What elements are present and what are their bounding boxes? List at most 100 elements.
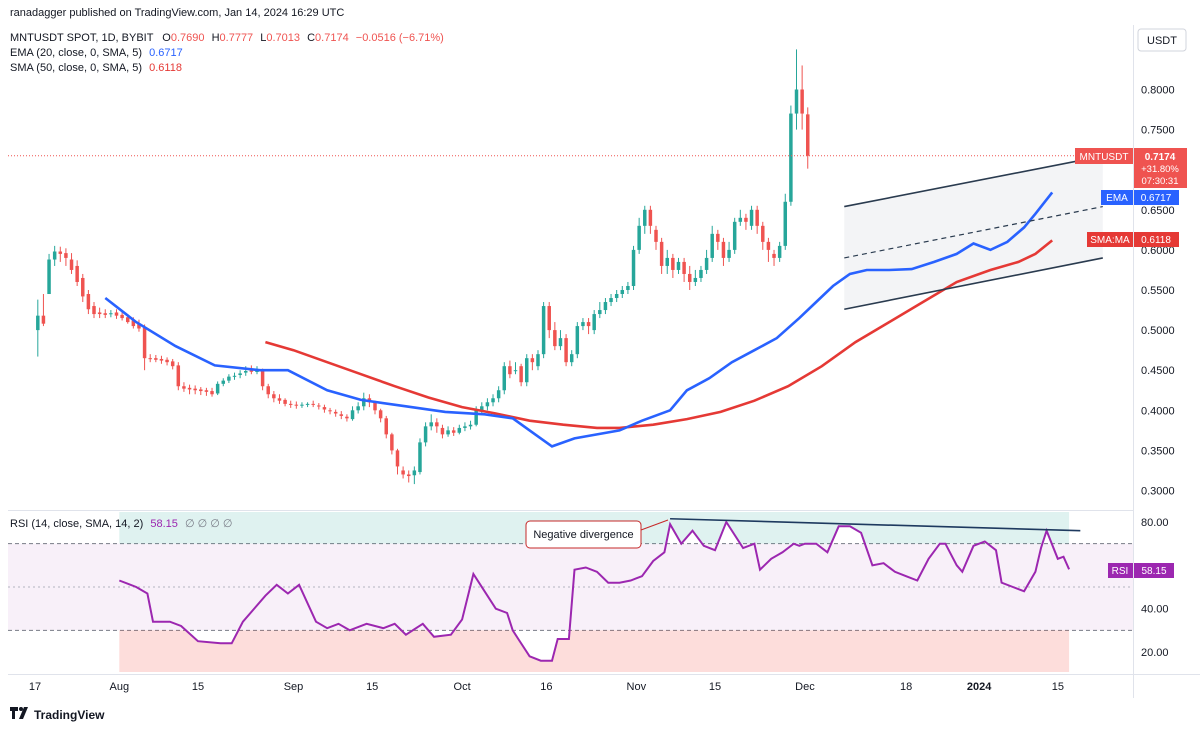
candle-body xyxy=(322,407,327,410)
candle-body xyxy=(159,358,164,361)
candle-body xyxy=(659,241,664,266)
candle-body xyxy=(288,403,293,405)
tradingview-brand[interactable]: TradingView xyxy=(10,707,104,722)
sma-legend-label: SMA (50, close, 0, SMA, 5) xyxy=(10,62,143,74)
time-tick-label: Aug xyxy=(110,681,130,693)
rsi-oversold-fill xyxy=(119,630,1070,672)
ohlc-close: C0.7174 xyxy=(307,32,349,44)
price-tick-label: 0.3000 xyxy=(1141,486,1175,498)
negative-divergence-callout[interactable]: Negative divergence xyxy=(525,519,669,549)
price-tick-label: 0.7500 xyxy=(1141,125,1175,137)
price-tick-label: 0.3500 xyxy=(1141,445,1175,457)
candle-body xyxy=(440,427,445,435)
candle-body xyxy=(457,427,462,433)
candle-body xyxy=(541,306,546,355)
price-tick-label: 0.6000 xyxy=(1141,245,1175,257)
candle-body xyxy=(362,398,366,407)
rsi-line xyxy=(118,519,1071,662)
candle-body xyxy=(671,257,675,270)
candle-body xyxy=(103,313,107,315)
candle-body xyxy=(58,251,63,254)
time-tick-label: 15 xyxy=(709,681,721,693)
rsi-tag-value: 58.15 xyxy=(1141,566,1166,577)
ema-tag-label: EMA xyxy=(1106,193,1128,204)
sma-legend-row[interactable]: SMA (50, close, 0, SMA, 5) 0.6118 xyxy=(10,62,182,74)
tradingview-logo-text: TradingView xyxy=(34,707,105,722)
candle-body xyxy=(665,257,669,266)
candle-body xyxy=(137,323,141,329)
candle-body xyxy=(283,399,287,404)
rsi-line-group xyxy=(118,512,1081,672)
ema-legend-row[interactable]: EMA (20, close, 0, SMA, 5) 0.6717 xyxy=(10,47,183,59)
time-tick-label: Oct xyxy=(454,681,471,693)
channel-mid-line xyxy=(844,206,1103,259)
ohlc-open: O0.7690 xyxy=(162,32,204,44)
candle-body xyxy=(154,358,158,360)
candle-body xyxy=(643,209,647,226)
candle-body xyxy=(654,229,658,242)
symbol-line[interactable]: MNTUSDT SPOT, 1D, BYBIT xyxy=(10,32,154,44)
price-tick-label: 0.4500 xyxy=(1141,365,1175,377)
candle-body xyxy=(738,217,743,222)
price-tag-bg xyxy=(1134,148,1187,188)
sma-tag-value-bg xyxy=(1134,232,1179,247)
candle-body xyxy=(637,225,641,250)
rsi-tick-label: 20.00 xyxy=(1141,647,1169,659)
candle-body xyxy=(766,241,771,250)
axis-labels: 0.8000 0.7500 0.6500 0.6000 0.5500 0.5000 0.45… xyxy=(29,85,1175,694)
candle-body xyxy=(221,380,226,384)
candle-body xyxy=(120,314,124,319)
time-tick-label: 18 xyxy=(900,681,912,693)
ema-tag-value: 0.6717 xyxy=(1141,193,1172,204)
rsi-tag-value-bg xyxy=(1134,563,1174,578)
candle-body xyxy=(199,389,203,392)
channel-lines xyxy=(844,155,1103,311)
candle-body xyxy=(755,209,759,226)
sma-tag-label: SMA:MA xyxy=(1090,235,1130,246)
time-tick-label: 16 xyxy=(540,681,552,693)
candle-body xyxy=(704,257,709,270)
rsi-legend-extra: ∅ ∅ ∅ ∅ xyxy=(184,518,233,530)
candle-body xyxy=(69,259,74,270)
candle-body xyxy=(598,310,602,315)
candle-body xyxy=(525,358,529,383)
candle-body xyxy=(294,404,299,406)
sma-tag-label-bg xyxy=(1087,232,1133,247)
candle-body xyxy=(614,294,619,299)
candle-body xyxy=(761,225,765,242)
rsi-legend-row[interactable]: RSI (14, close, SMA, 14, 2) 58.15 ∅ ∅ ∅ … xyxy=(10,517,232,530)
candle-body xyxy=(210,391,214,395)
price-tag: MNTUSDT 0.7174 +31.80% 07:30:31 xyxy=(1075,148,1187,188)
candle-body xyxy=(710,233,714,258)
tradingview-logo-icon xyxy=(10,707,30,722)
candle-body xyxy=(260,370,265,387)
candle-body xyxy=(305,403,310,405)
price-tick-label: 0.6500 xyxy=(1141,205,1175,217)
candle-body xyxy=(603,302,608,311)
ohlc-close-key: C xyxy=(307,32,316,44)
currency-label[interactable]: USDT xyxy=(1137,28,1187,52)
candle-body xyxy=(789,113,793,202)
candle-body xyxy=(519,366,523,383)
rsi-legend-label: RSI (14, close, SMA, 14, 2) xyxy=(10,518,144,530)
candle-body xyxy=(244,371,248,373)
candle-body xyxy=(474,410,478,425)
candle-body xyxy=(300,404,304,406)
candle-body xyxy=(165,359,169,363)
candle-body xyxy=(125,317,130,323)
time-tick-label: 15 xyxy=(366,681,378,693)
candle-body xyxy=(412,470,417,476)
candle-body xyxy=(64,253,68,258)
candle-body xyxy=(232,375,237,377)
candle-body xyxy=(97,312,102,315)
price-tick-label: 0.4000 xyxy=(1141,405,1175,417)
candle-body xyxy=(193,388,197,391)
sma-line xyxy=(265,239,1054,430)
candle-body xyxy=(491,398,495,403)
candle-body xyxy=(176,365,181,387)
channel-upper-line xyxy=(844,155,1103,208)
ohlc-low-value: 0.7013 xyxy=(266,32,301,44)
candle-body xyxy=(732,221,737,250)
candle-body xyxy=(609,298,613,303)
